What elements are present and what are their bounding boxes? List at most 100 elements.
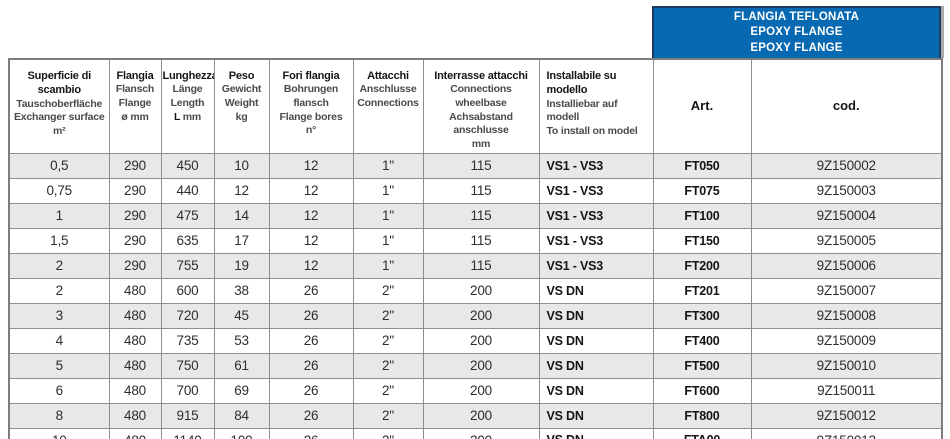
cell-length: 600 — [160, 277, 215, 304]
cell-cod: 9Z150004 — [750, 202, 943, 229]
header-subtitle-de: Installiebar auf modell — [546, 97, 618, 124]
cell-bores: 12 — [268, 152, 354, 179]
table-row: 3 480 720 45 26 2" 200 VS DN FT300 9Z150… — [8, 302, 943, 329]
cell-bores: 26 — [268, 302, 354, 329]
table-header: Superficie di scambio Tauschoberfläche E… — [8, 58, 943, 154]
header-unit: ø mm — [121, 110, 149, 123]
header-subtitle-en: Flange — [118, 96, 152, 109]
header-subtitle-en: To install on model — [546, 124, 638, 137]
cell-wheelbase: 200 — [422, 402, 540, 429]
cell-art: FT500 — [652, 352, 752, 379]
cell-weight: 14 — [213, 202, 270, 229]
cell-art: FT800 — [652, 402, 752, 429]
cell-weight: 38 — [213, 277, 270, 304]
cell-connections: 2" — [352, 402, 424, 429]
cell-surface: 1 — [8, 202, 110, 229]
length-unit: mm — [182, 110, 202, 123]
cell-connections: 2" — [352, 352, 424, 379]
cell-art: FT200 — [652, 252, 752, 279]
column-header-length: Lunghezza Länge Length L mm — [160, 58, 215, 154]
cell-cod: 9Z150011 — [750, 377, 943, 404]
length-symbol: L — [173, 110, 181, 123]
cell-connections: 1" — [352, 227, 424, 254]
cell-surface: 2 — [8, 252, 110, 279]
column-header-surface: Superficie di scambio Tauschoberfläche E… — [8, 58, 110, 154]
cell-model: VS DN — [538, 402, 654, 429]
cell-length: 750 — [160, 352, 215, 379]
cell-cod: 9Z150006 — [750, 252, 943, 279]
banner-line-english-1: EPOXY FLANGE — [750, 26, 843, 39]
cell-connections: 2" — [352, 377, 424, 404]
cell-cod: 9Z150008 — [750, 302, 943, 329]
column-header-wheelbase: Interrasse attacchi Connections wheelbas… — [422, 58, 540, 154]
header-subtitle-de: Anschlusse — [359, 83, 417, 96]
cell-wheelbase: 200 — [422, 377, 540, 404]
cell-weight: 45 — [213, 302, 270, 329]
header-subtitle-en: Flange bores — [279, 110, 343, 123]
column-header-connections: Attacchi Anschlusse Connections — [352, 58, 424, 154]
table-row: 1 290 475 14 12 1" 115 VS1 - VS3 FT100 9… — [8, 202, 943, 229]
header-title: Lunghezza — [162, 70, 214, 82]
column-header-flange: Flangia Flansch Flange ø mm — [108, 58, 162, 154]
cell-model: VS DN — [538, 327, 654, 354]
cell-surface: 4 — [8, 327, 110, 354]
cell-weight: 10 — [213, 152, 270, 179]
cell-connections: 2" — [352, 427, 424, 439]
column-header-cod: cod. — [750, 58, 943, 154]
cell-weight: 19 — [213, 252, 270, 279]
cell-flange: 480 — [108, 402, 162, 429]
cell-wheelbase: 200 — [422, 302, 540, 329]
table-row: 4 480 735 53 26 2" 200 VS DN FT400 9Z150… — [8, 327, 943, 354]
header-title: Flangia — [116, 70, 154, 82]
header-subtitle-en: Weight — [224, 96, 259, 109]
cell-bores: 26 — [268, 327, 354, 354]
cell-bores: 12 — [268, 227, 354, 254]
cell-length: 700 — [160, 377, 215, 404]
cell-surface: 6 — [8, 377, 110, 404]
cell-model: VS DN — [538, 377, 654, 404]
cell-surface: 0,75 — [8, 177, 110, 204]
cell-bores: 26 — [268, 352, 354, 379]
table-row: 2 290 755 19 12 1" 115 VS1 - VS3 FT200 9… — [8, 252, 943, 279]
header-subtitle-en: Connections wheelbase — [450, 83, 512, 109]
cell-surface: 1,5 — [8, 227, 110, 254]
cell-bores: 12 — [268, 202, 354, 229]
column-header-art: Art. — [652, 58, 752, 154]
cell-surface: 2 — [8, 277, 110, 304]
cell-length: 450 — [160, 152, 215, 179]
cell-model: VS DN — [538, 302, 654, 329]
cell-connections: 2" — [352, 327, 424, 354]
cell-flange: 290 — [108, 252, 162, 279]
specification-table: Superficie di scambio Tauschoberfläche E… — [8, 58, 943, 439]
cell-art: FT075 — [652, 177, 752, 204]
table-body: 0,5 290 450 10 12 1" 115 VS1 - VS3 FT050… — [8, 152, 943, 439]
cell-weight: 17 — [213, 227, 270, 254]
cell-cod: 9Z150012 — [750, 402, 943, 429]
table-row: 1,5 290 635 17 12 1" 115 VS1 - VS3 FT150… — [8, 227, 943, 254]
cell-connections: 1" — [352, 177, 424, 204]
table-row: 6 480 700 69 26 2" 200 VS DN FT600 9Z150… — [8, 377, 943, 404]
cell-surface: 5 — [8, 352, 110, 379]
header-unit: kg — [235, 110, 248, 123]
column-header-model: Installabile su modello Installiebar auf… — [538, 58, 654, 154]
column-header-bores: Fori flangia Bohrungen flansch Flange bo… — [268, 58, 354, 154]
cell-connections: 2" — [352, 277, 424, 304]
cell-model: VS1 - VS3 — [538, 202, 654, 229]
header-subtitle-de: Gewicht — [221, 83, 262, 96]
cell-length: 440 — [160, 177, 215, 204]
cell-connections: 2" — [352, 302, 424, 329]
cell-art: FT400 — [652, 327, 752, 354]
cell-length: 755 — [160, 252, 215, 279]
header-unit: L mm — [163, 111, 213, 125]
table-row: 0,75 290 440 12 12 1" 115 VS1 - VS3 FT07… — [8, 177, 943, 204]
cell-surface: 0,5 — [8, 152, 110, 179]
cell-flange: 480 — [108, 377, 162, 404]
cell-art: FT201 — [652, 277, 752, 304]
cell-weight: 53 — [213, 327, 270, 354]
cell-wheelbase: 115 — [422, 202, 540, 229]
table-row: 5 480 750 61 26 2" 200 VS DN FT500 9Z150… — [8, 352, 943, 379]
banner-line-italian: FLANGIA TEFLONATA — [733, 10, 860, 23]
header-unit: m² — [53, 124, 66, 137]
cell-wheelbase: 200 — [422, 427, 540, 439]
